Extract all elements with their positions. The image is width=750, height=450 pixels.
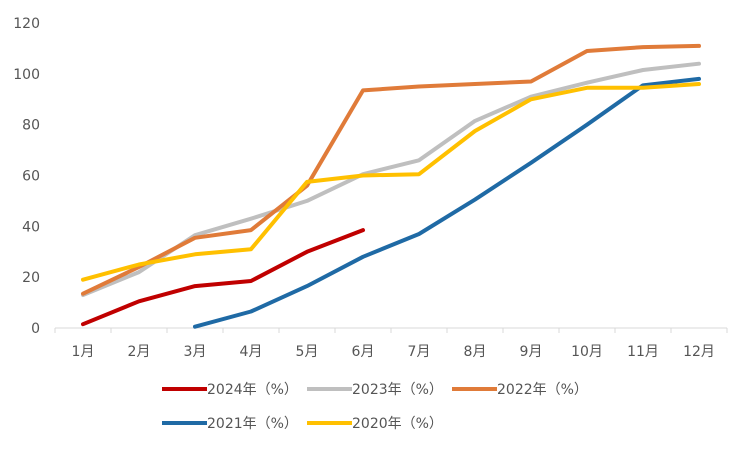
legend-label: 2023年（%） [352,382,443,398]
x-tick-label: 8月 [464,344,487,360]
y-tick-label: 60 [22,169,40,185]
x-tick-label: 6月 [352,344,375,360]
x-tick-label: 11月 [627,344,659,360]
y-axis-ticks: 0 20 40 60 80 100 120 [13,16,40,337]
x-tick-label: 3月 [184,344,207,360]
x-tick-label: 1月 [72,344,95,360]
y-tick-label: 20 [22,270,40,286]
series-line [81,61,701,297]
legend-label: 2022年（%） [497,382,588,398]
y-tick-label: 0 [31,321,40,337]
x-tick-label: 9月 [520,344,543,360]
x-tick-label: 12月 [683,344,715,360]
y-tick-label: 80 [22,118,40,134]
y-tick-label: 40 [22,219,40,235]
series-line [81,82,701,282]
series-line [81,228,365,327]
legend-label: 2021年（%） [207,416,298,432]
x-tick-label: 5月 [296,344,319,360]
legend: 2024年（%） 2023年（%） 2022年（%） 2021年（%） 2020年（%） [162,382,588,432]
x-axis-ticks: 1月 2月 3月 4月 5月 6月 7月 8月 9月 10月 11月 12月 [54,328,728,360]
x-tick-label: 4月 [240,344,263,360]
series-lines [81,43,701,329]
legend-label: 2024年（%） [207,382,298,398]
legend-label: 2020年（%） [352,416,443,432]
y-tick-label: 100 [13,67,40,83]
series-line [81,43,701,296]
x-tick-label: 10月 [571,344,603,360]
y-tick-label: 120 [13,16,40,32]
x-tick-label: 2月 [128,344,151,360]
series-line [193,76,701,329]
x-tick-label: 7月 [408,344,431,360]
